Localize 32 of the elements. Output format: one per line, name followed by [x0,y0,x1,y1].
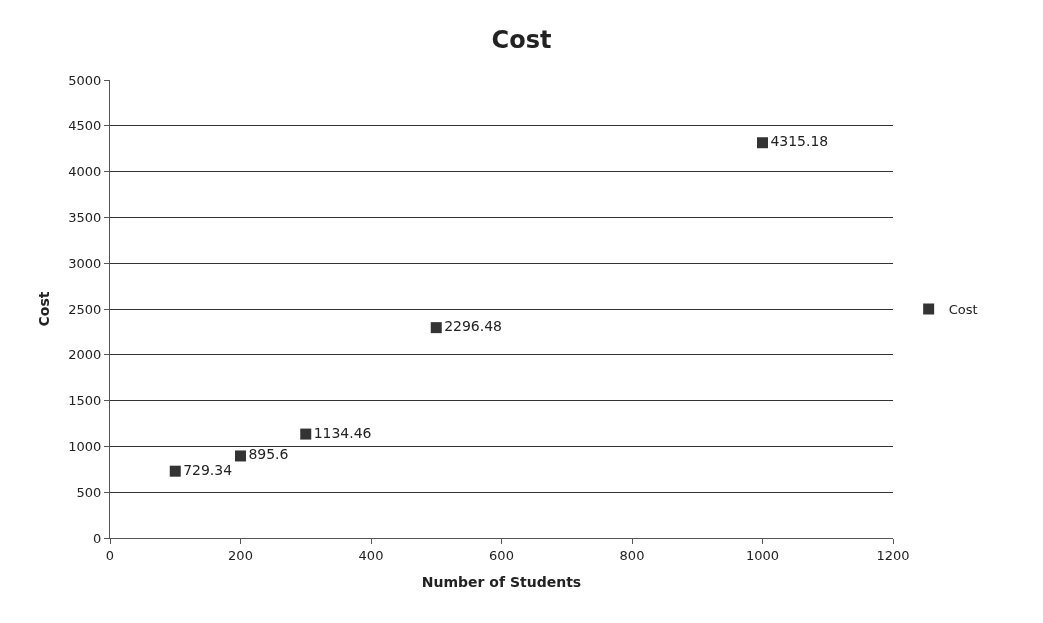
data-label: 729.34 [183,461,233,478]
point [757,137,768,149]
y-axis-title: Cost [35,291,52,327]
x-axis-title: Number of Students [421,573,582,590]
chart-title: Cost [491,25,552,54]
x-tick-label: 400 [358,547,384,563]
data-label: 895.6 [248,446,289,463]
x-tick-label: 200 [228,547,253,563]
y-tick-label: 3000 [68,255,102,271]
x-tick-label: 800 [619,547,645,563]
x-tick-label: 0 [105,547,115,563]
x-tick-label: 1000 [745,547,780,563]
data-label: 4315.18 [770,133,829,150]
x-tick-label: 1200 [876,547,910,563]
y-tick-label: 4500 [68,118,102,134]
y-tick-label: 3500 [68,209,102,225]
y-tick-label: 2500 [68,301,102,317]
point [169,465,181,477]
y-tick-label: 1500 [68,393,102,409]
legend-label: Cost [948,302,978,318]
point [430,322,442,334]
y-tick-label: 1000 [68,438,102,454]
point [235,450,246,462]
y-tick-label: 0 [93,530,102,546]
x-tick-label: 600 [489,547,514,563]
data-label: 2296.48 [444,318,503,335]
y-tick-label: 2000 [68,347,102,363]
y-tick-label: 4000 [68,164,102,180]
point [300,428,312,440]
y-tick-label: 500 [76,484,102,500]
data-label: 1134.46 [313,424,372,441]
y-tick-label: 5000 [68,72,102,88]
